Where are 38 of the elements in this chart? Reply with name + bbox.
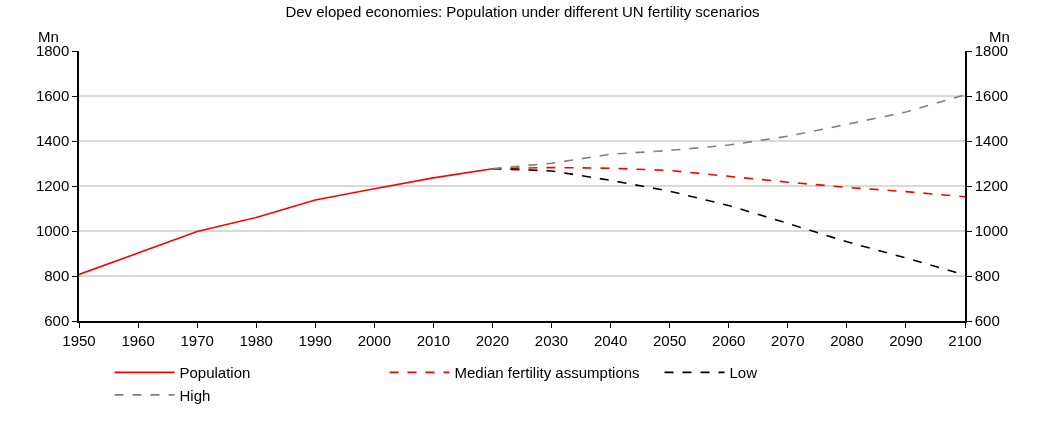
x-tick-label: 2060 [712, 331, 746, 349]
y2-tick-label: 1200 [974, 177, 1009, 195]
y-tick-label: 1400 [35, 132, 70, 150]
y2-tick-label: 1600 [974, 87, 1009, 105]
x-tick-label: 2050 [652, 331, 687, 349]
x-tick-label: 2100 [948, 331, 982, 349]
x-tick-label: 1980 [239, 331, 273, 349]
y-tick-label: 1000 [35, 222, 70, 240]
x-tick-label: 2000 [357, 331, 392, 349]
legend-label: Population [179, 364, 251, 382]
x-tick-label: 1950 [62, 331, 96, 349]
y-axis-title: Mn [38, 28, 59, 45]
y-tick-label: 1200 [35, 177, 70, 195]
x-tick-label: 2020 [475, 331, 510, 349]
x-tick-label: 2040 [593, 331, 628, 349]
line-series [491, 94, 965, 170]
x-tick-label: 1960 [121, 331, 155, 349]
x-tick-label: 1990 [298, 331, 332, 349]
legend-label: Low [729, 364, 758, 382]
y2-tick-label: 1000 [974, 222, 1009, 240]
y2-tick-label: 600 [974, 312, 1000, 330]
legend-label: High [179, 386, 211, 404]
y2-axis-title: Mn [989, 28, 1010, 45]
y-tick-label: 1800 [35, 42, 70, 60]
x-tick-label: 2090 [889, 331, 923, 349]
chart-title: Dev eloped economies: Population under different UN fertility scenarios [285, 2, 760, 20]
x-tick-label: 2070 [771, 331, 805, 349]
x-tick-label: 2010 [416, 331, 451, 349]
y2-tick-label: 1800 [974, 42, 1009, 60]
y-tick-label: 1600 [35, 87, 70, 105]
x-tick-label: 2030 [534, 331, 569, 349]
y-tick-label: 600 [44, 312, 70, 330]
y2-tick-label: 800 [974, 267, 1000, 285]
legend-label: Median fertility assumptions [454, 364, 640, 382]
y2-tick-label: 1400 [974, 132, 1009, 150]
x-tick-label: 1970 [180, 331, 214, 349]
y-tick-label: 800 [44, 267, 70, 285]
x-tick-label: 2080 [830, 331, 864, 349]
